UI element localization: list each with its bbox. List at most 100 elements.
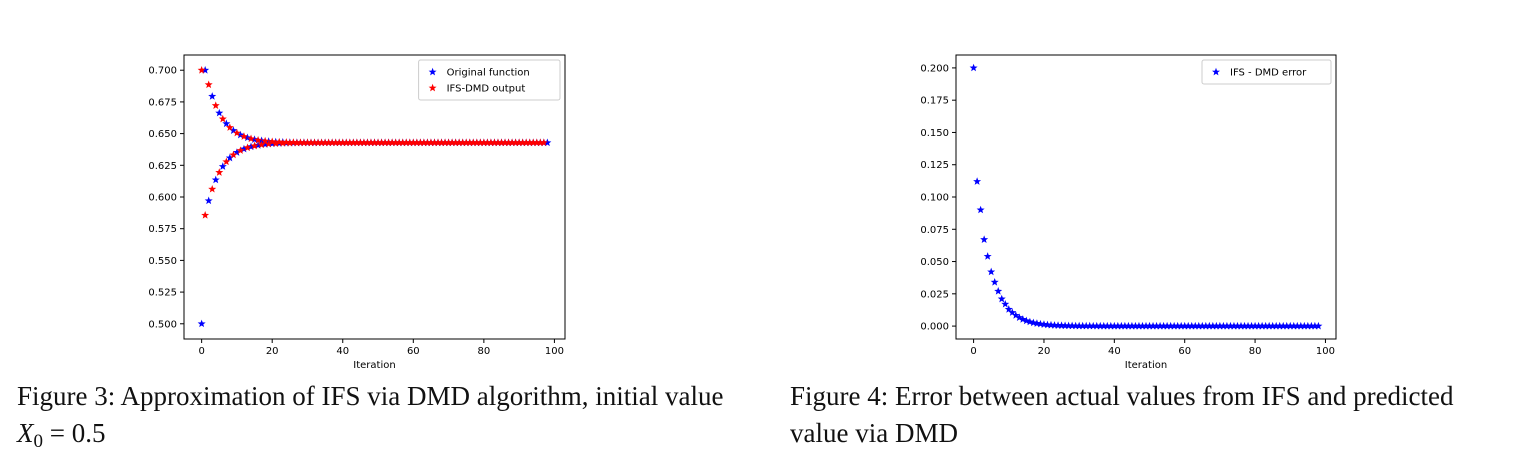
data-point	[1085, 321, 1094, 330]
data-point	[1265, 321, 1274, 330]
data-point	[204, 196, 213, 205]
data-point	[434, 138, 442, 147]
data-point	[1226, 321, 1235, 330]
data-point	[430, 138, 439, 147]
x-tick-label: 80	[1249, 346, 1262, 357]
data-point	[275, 137, 284, 146]
data-point	[1089, 321, 1098, 330]
data-point	[222, 119, 231, 128]
legend: Original function IFS-DMD output	[418, 59, 561, 101]
data-point	[211, 101, 220, 109]
data-point	[1134, 321, 1143, 330]
data-point	[1036, 319, 1045, 328]
data-point	[1303, 321, 1312, 330]
data-point	[1229, 321, 1238, 330]
data-point	[529, 138, 538, 147]
data-point	[1261, 321, 1270, 330]
y-tick-label: 0.525	[148, 288, 177, 299]
data-point	[479, 138, 488, 147]
data-point	[522, 138, 531, 147]
data-point	[292, 138, 301, 147]
data-point	[208, 184, 217, 193]
data-point	[215, 108, 224, 117]
data-point	[515, 138, 524, 147]
data-point	[1184, 321, 1193, 330]
data-point	[363, 138, 372, 147]
data-point	[222, 157, 231, 166]
data-point	[296, 138, 305, 146]
data-point	[472, 138, 481, 147]
series-ifs-dmd-error	[969, 63, 1323, 330]
x-tick-label: 100	[545, 346, 564, 357]
data-point	[508, 138, 517, 147]
data-point	[423, 138, 432, 147]
y-tick-label: 0.200	[920, 63, 949, 74]
data-point	[451, 138, 460, 147]
data-point	[218, 162, 227, 170]
legend-label: Original function	[447, 68, 530, 79]
data-point	[1163, 321, 1172, 330]
x-axis-label: Iteration	[353, 360, 395, 371]
data-point	[1149, 321, 1158, 330]
data-point	[1296, 321, 1305, 330]
data-point	[1222, 321, 1231, 330]
data-point	[261, 136, 270, 145]
data-point	[1096, 321, 1105, 330]
data-point	[271, 139, 280, 147]
data-point	[486, 138, 495, 147]
y-tick-label: 0.650	[148, 129, 177, 140]
data-point	[543, 138, 552, 147]
data-point	[239, 144, 248, 153]
legend: IFS - DMD error	[1201, 59, 1332, 85]
data-point	[969, 63, 978, 72]
y-tick-label: 0.575	[148, 224, 177, 235]
y-tick-label: 0.000	[920, 322, 949, 333]
data-point	[1240, 321, 1249, 330]
chart-figure-4: 0 20 40 60 80 100 0.000 0.025 0.050 0.075 0.100 0.1…	[920, 54, 1337, 371]
data-point	[285, 138, 294, 147]
data-point	[476, 138, 485, 147]
data-point	[1120, 321, 1129, 330]
data-point	[201, 66, 210, 74]
data-point	[1173, 321, 1182, 330]
data-point	[525, 138, 534, 147]
data-point	[1275, 321, 1284, 330]
data-point	[1082, 321, 1091, 330]
data-point	[419, 138, 428, 147]
data-point	[1251, 321, 1260, 330]
data-point	[1142, 321, 1150, 330]
data-point	[243, 143, 252, 152]
data-point	[976, 205, 985, 214]
data-point	[359, 138, 368, 147]
data-point	[1170, 321, 1179, 330]
data-point	[1205, 321, 1214, 330]
data-point	[370, 138, 379, 147]
data-point	[366, 138, 375, 147]
data-point	[247, 142, 256, 151]
data-point	[437, 138, 446, 147]
plot-frame	[183, 54, 566, 340]
data-point	[342, 138, 351, 147]
data-point	[1022, 316, 1031, 325]
data-point	[299, 138, 308, 147]
data-point	[493, 138, 502, 147]
data-point	[321, 138, 330, 147]
y-tick-label: 0.675	[148, 97, 177, 108]
data-point	[278, 139, 287, 147]
data-point	[539, 138, 548, 147]
data-point	[1159, 321, 1168, 330]
data-point	[1310, 321, 1319, 330]
data-point	[1307, 321, 1316, 330]
data-point	[1092, 321, 1101, 330]
data-point	[518, 138, 527, 147]
y-tick-label: 0.150	[920, 128, 949, 139]
data-point	[1254, 321, 1263, 330]
data-point	[1194, 321, 1203, 330]
data-point	[208, 92, 217, 100]
data-point	[1152, 321, 1161, 330]
data-point	[490, 138, 499, 147]
data-point	[257, 140, 266, 149]
data-point	[1258, 321, 1267, 330]
data-point	[218, 114, 227, 123]
data-point	[225, 123, 234, 131]
